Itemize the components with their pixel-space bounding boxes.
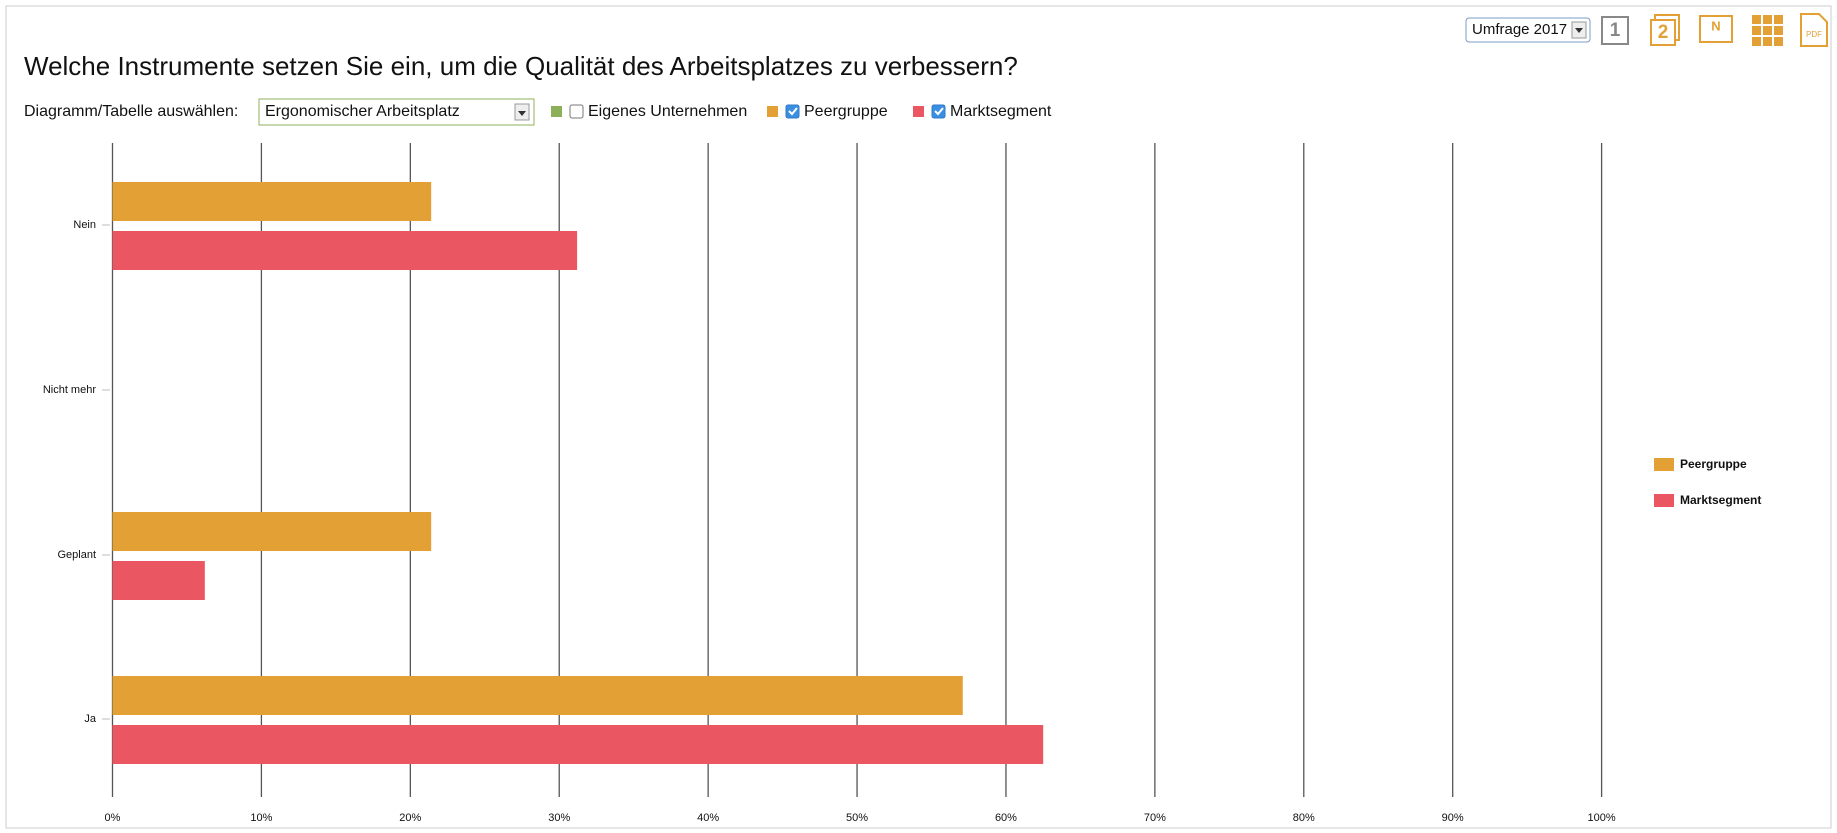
icon-pdf[interactable]: [1800, 13, 1828, 47]
icon-pdf-text: PDF: [1806, 30, 1822, 39]
x-tick-label: 10%: [250, 812, 272, 824]
bar: [112, 182, 432, 221]
chart-select[interactable]: [258, 98, 535, 126]
icon-n-text: N: [1711, 18, 1720, 33]
x-tick-label: 70%: [1144, 812, 1166, 824]
toggle-label: Peergruppe: [804, 103, 888, 120]
toggle-checkbox[interactable]: [931, 104, 946, 119]
icon-1-text: 1: [1610, 20, 1621, 41]
y-tick-label: Nicht mehr: [43, 384, 97, 396]
chart-select-arrow-glyph: [518, 111, 526, 116]
survey-select-text: Umfrage 2017: [1472, 21, 1567, 38]
toggle-checkbox[interactable]: [569, 104, 584, 119]
select-label: Diagramm/Tabelle auswählen:: [24, 103, 238, 120]
y-tick-label: Nein: [73, 219, 96, 231]
y-tick-label: Geplant: [57, 549, 96, 561]
icon-n[interactable]: [1699, 15, 1733, 43]
x-tick-label: 60%: [995, 812, 1017, 824]
legend-swatch: [1654, 458, 1674, 471]
legend-label: Peergruppe: [1680, 457, 1747, 471]
toggle-swatch: [767, 106, 778, 117]
chart-select-text: Ergonomischer Arbeitsplatz: [265, 103, 460, 120]
icon-grid[interactable]: [1752, 15, 1783, 46]
x-tick-label: 0%: [105, 812, 121, 824]
toggle-swatch: [913, 106, 924, 117]
icon-2-text: 2: [1658, 22, 1669, 43]
x-tick-label: 20%: [399, 812, 421, 824]
toggle-label: Marktsegment: [950, 103, 1052, 120]
icon-1[interactable]: [1601, 16, 1629, 45]
x-tick-label: 80%: [1293, 812, 1315, 824]
bar: [112, 725, 1044, 764]
checkmark: [934, 107, 944, 116]
icon-2[interactable]: [1650, 19, 1676, 46]
bar: [112, 231, 578, 270]
bar: [112, 512, 432, 551]
toggle-swatch: [551, 106, 562, 117]
survey-select[interactable]: [1465, 17, 1591, 43]
checkmark: [788, 107, 798, 116]
legend-swatch: [1654, 494, 1674, 507]
bar: [112, 676, 963, 715]
x-tick-label: 50%: [846, 812, 868, 824]
toggle-checkbox[interactable]: [785, 104, 800, 119]
x-tick-label: 100%: [1588, 812, 1616, 824]
legend-label: Marktsegment: [1680, 493, 1761, 507]
x-tick-label: 90%: [1442, 812, 1464, 824]
x-tick-label: 40%: [697, 812, 719, 824]
x-tick-label: 30%: [548, 812, 570, 824]
y-tick-label: Ja: [84, 713, 97, 725]
bar: [112, 561, 205, 600]
toggle-label: Eigenes Unternehmen: [588, 103, 747, 120]
chart-title: Welche Instrumente setzen Sie ein, um di…: [24, 51, 1018, 81]
select-arrow-glyph: [1575, 28, 1583, 33]
